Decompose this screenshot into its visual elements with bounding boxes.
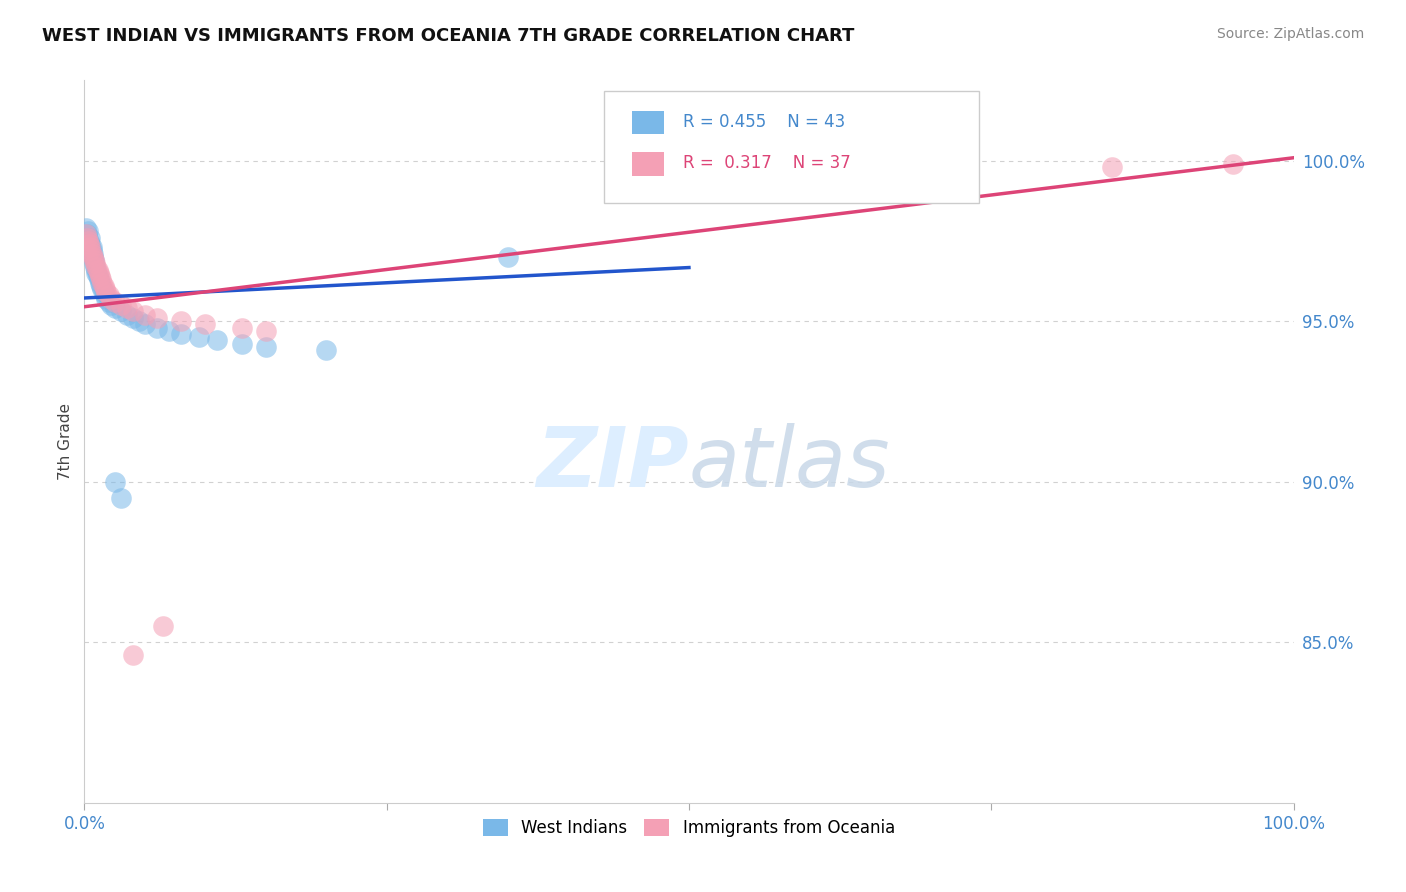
Point xyxy=(115,301,138,316)
Point xyxy=(100,292,122,306)
Point xyxy=(89,269,111,284)
Point xyxy=(93,285,115,300)
Point xyxy=(83,253,105,268)
Point xyxy=(496,250,519,264)
Point xyxy=(146,310,169,325)
Point xyxy=(97,288,120,302)
Point xyxy=(76,230,98,244)
Point xyxy=(678,160,700,174)
Text: ZIP: ZIP xyxy=(536,423,689,504)
Point xyxy=(254,340,277,354)
Point xyxy=(75,227,97,242)
Point xyxy=(94,282,117,296)
Text: R = 0.455    N = 43: R = 0.455 N = 43 xyxy=(683,113,845,131)
Point xyxy=(86,266,108,280)
Point xyxy=(94,292,117,306)
Point xyxy=(104,294,127,309)
Point xyxy=(799,186,821,200)
Point xyxy=(76,227,98,242)
Point xyxy=(157,324,180,338)
Point xyxy=(84,256,107,270)
Point xyxy=(170,314,193,328)
Point xyxy=(146,320,169,334)
Point xyxy=(91,282,114,296)
Point xyxy=(79,237,101,252)
Point xyxy=(115,308,138,322)
Point xyxy=(91,276,114,290)
Point xyxy=(83,256,105,270)
Y-axis label: 7th Grade: 7th Grade xyxy=(58,403,73,480)
Point xyxy=(82,250,104,264)
Point xyxy=(77,224,100,238)
Point xyxy=(188,330,211,344)
Point xyxy=(134,318,156,332)
Point xyxy=(86,260,108,274)
Point xyxy=(86,269,108,284)
Text: R =  0.317    N = 37: R = 0.317 N = 37 xyxy=(683,154,851,172)
Point xyxy=(231,320,253,334)
Point xyxy=(80,240,103,254)
FancyBboxPatch shape xyxy=(605,91,979,203)
Point xyxy=(79,230,101,244)
Point xyxy=(75,221,97,235)
Text: atlas: atlas xyxy=(689,423,890,504)
Point xyxy=(79,240,101,254)
Point xyxy=(87,272,110,286)
Point xyxy=(152,619,174,633)
Point xyxy=(79,244,101,258)
Point xyxy=(254,324,277,338)
Point xyxy=(83,253,105,268)
Point xyxy=(77,234,100,248)
Point xyxy=(920,163,942,178)
Point xyxy=(110,491,132,505)
Point xyxy=(86,262,108,277)
Point xyxy=(121,648,143,662)
Point xyxy=(104,301,127,316)
Text: WEST INDIAN VS IMMIGRANTS FROM OCEANIA 7TH GRADE CORRELATION CHART: WEST INDIAN VS IMMIGRANTS FROM OCEANIA 7… xyxy=(42,27,855,45)
Point xyxy=(93,278,115,293)
Point xyxy=(315,343,337,357)
Legend: West Indians, Immigrants from Oceania: West Indians, Immigrants from Oceania xyxy=(475,810,903,845)
Point xyxy=(90,272,112,286)
Point xyxy=(90,278,112,293)
Point xyxy=(94,285,117,300)
Point xyxy=(170,326,193,341)
FancyBboxPatch shape xyxy=(633,111,664,135)
Point xyxy=(80,246,103,260)
Point xyxy=(104,475,127,489)
Point xyxy=(128,314,150,328)
Point xyxy=(86,262,108,277)
Point xyxy=(207,334,229,348)
Point xyxy=(82,246,104,260)
Point xyxy=(1101,160,1123,174)
Point xyxy=(77,234,100,248)
Point xyxy=(87,266,110,280)
FancyBboxPatch shape xyxy=(633,153,664,176)
Point xyxy=(121,304,143,318)
Point xyxy=(231,336,253,351)
Point xyxy=(100,298,122,312)
Point xyxy=(121,310,143,325)
Point xyxy=(194,318,217,332)
Point xyxy=(1222,157,1244,171)
Text: Source: ZipAtlas.com: Source: ZipAtlas.com xyxy=(1216,27,1364,41)
Point xyxy=(110,304,132,318)
Point xyxy=(134,308,156,322)
Point xyxy=(77,237,100,252)
Point xyxy=(110,298,132,312)
Point xyxy=(89,276,111,290)
Point xyxy=(82,250,104,264)
Point xyxy=(84,260,107,274)
Point xyxy=(80,244,103,258)
Point xyxy=(97,294,120,309)
Point xyxy=(94,288,117,302)
